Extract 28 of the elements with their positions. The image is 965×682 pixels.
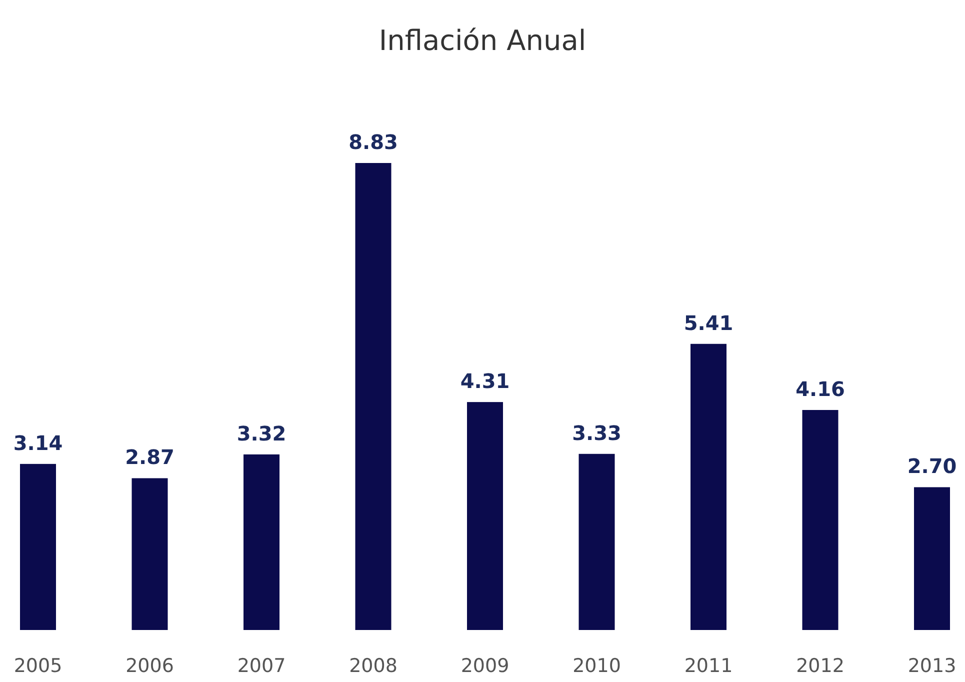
x-tick-label: 2006 [126, 655, 174, 677]
data-label: 2.87 [125, 445, 174, 470]
bar [355, 163, 392, 630]
x-tick-label: 2005 [14, 655, 62, 677]
bar [244, 454, 280, 630]
x-tick-label: 2009 [460, 655, 510, 677]
x-tick-label: 2013 [908, 655, 956, 677]
chart-title: Inflación Anual [378, 24, 586, 57]
x-tick-label: 2011 [684, 655, 733, 677]
bar [20, 464, 56, 630]
data-label: 5.41 [684, 310, 734, 335]
data-label: 4.16 [796, 376, 845, 401]
x-tick-label: 2012 [796, 655, 844, 677]
bar [802, 410, 838, 630]
bar [914, 487, 950, 630]
bar [467, 402, 503, 630]
x-tick-label: 2010 [572, 655, 621, 677]
data-label: 4.31 [460, 369, 510, 394]
data-label: 3.14 [13, 430, 63, 455]
data-label: 3.33 [572, 420, 622, 445]
data-label: 2.70 [907, 454, 957, 478]
data-label: 3.32 [236, 421, 286, 446]
x-tick-label: 2008 [349, 655, 398, 677]
data-label: 8.83 [348, 130, 398, 154]
bar [578, 454, 615, 630]
x-tick-label: 2007 [237, 655, 286, 677]
bar [690, 344, 726, 630]
bar [132, 478, 168, 630]
